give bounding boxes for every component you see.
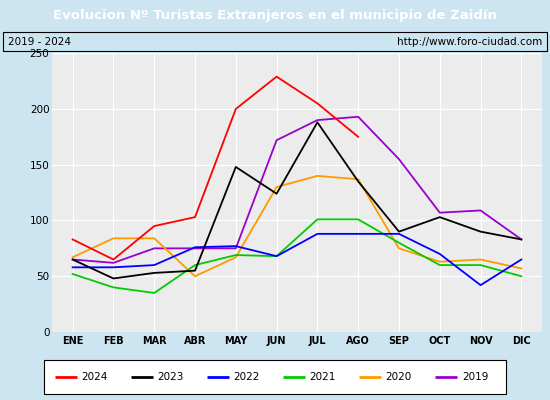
Text: 2021: 2021 xyxy=(310,372,336,382)
Text: 2022: 2022 xyxy=(234,372,260,382)
Text: http://www.foro-ciudad.com: http://www.foro-ciudad.com xyxy=(397,37,542,47)
Text: 2019: 2019 xyxy=(462,372,488,382)
Text: 2023: 2023 xyxy=(157,372,184,382)
Text: 2020: 2020 xyxy=(386,372,412,382)
Text: 2019 - 2024: 2019 - 2024 xyxy=(8,37,72,47)
FancyBboxPatch shape xyxy=(44,360,506,394)
Text: 2024: 2024 xyxy=(81,372,108,382)
Text: Evolucion Nº Turistas Extranjeros en el municipio de Zaidín: Evolucion Nº Turistas Extranjeros en el … xyxy=(53,8,497,22)
